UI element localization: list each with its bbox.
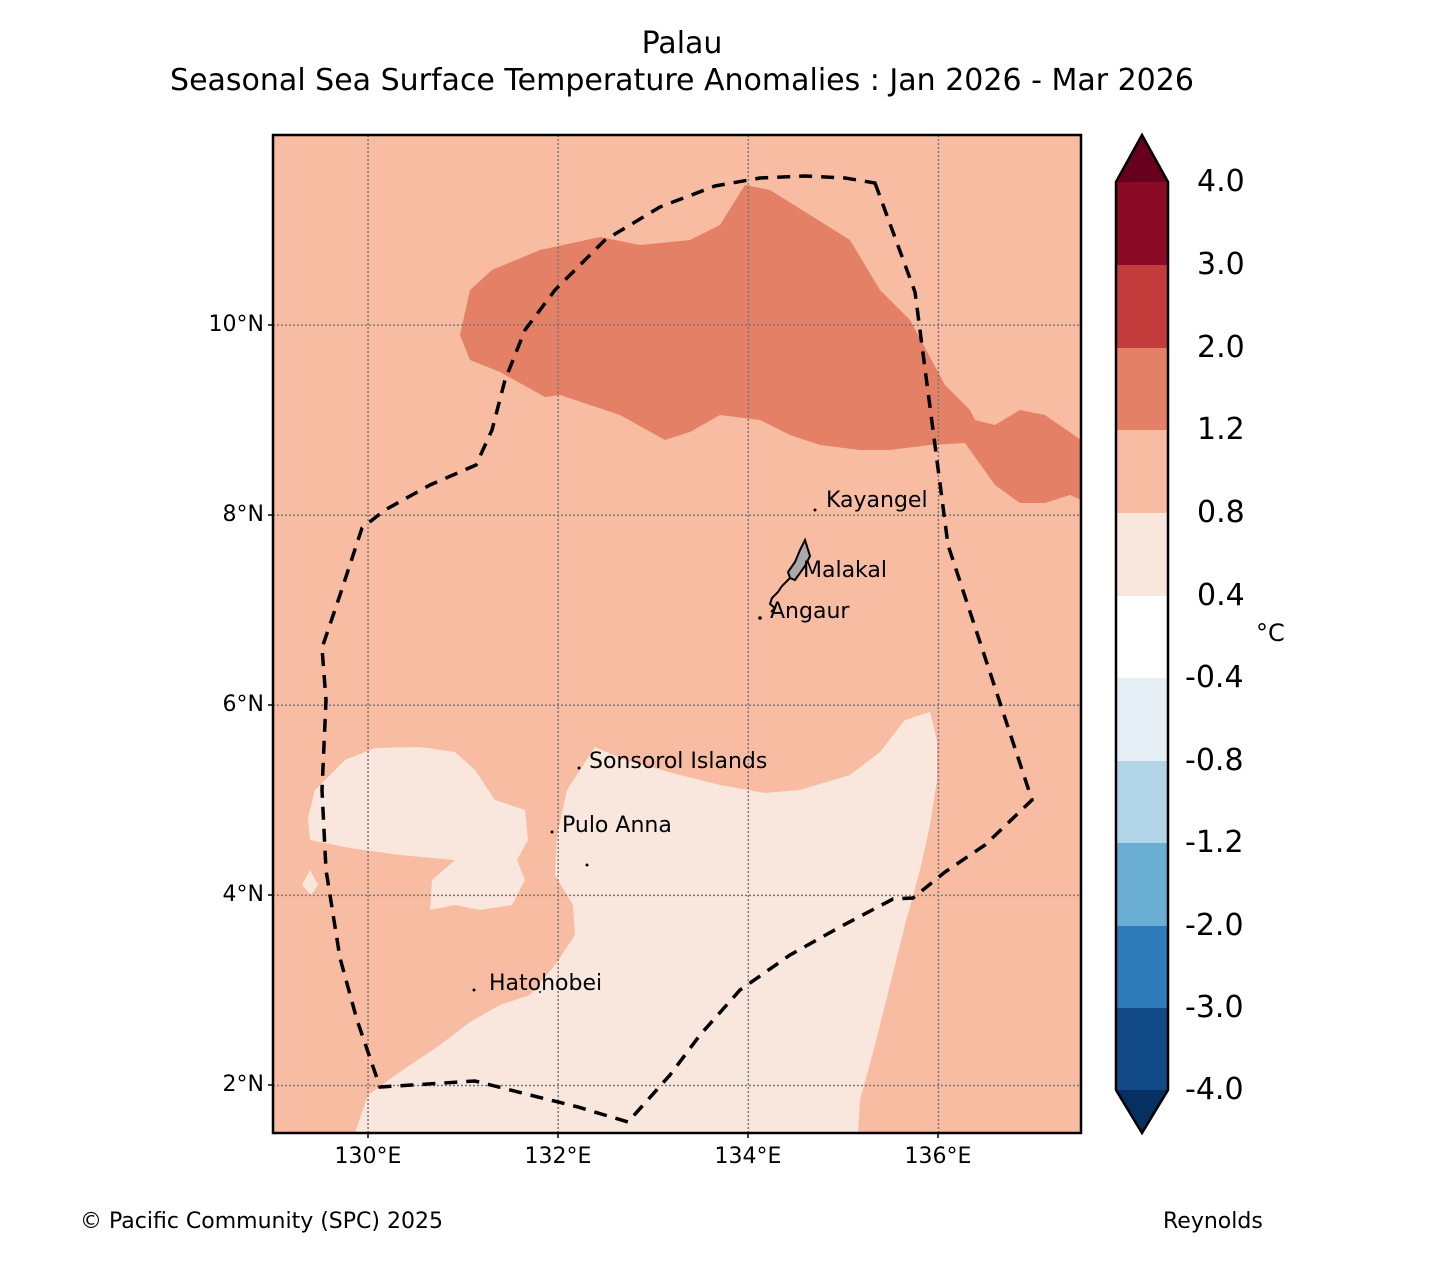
colorbar-segment-2-3 — [1116, 265, 1168, 348]
eez-boundary — [320, 174, 1035, 1124]
anomaly-zone-0-4-0-8 — [302, 870, 318, 895]
colorbar-outline — [1114, 132, 1170, 1136]
colorbar-segment-neutral — [1116, 596, 1168, 678]
colorbar-segment-neg-1-2-2 — [1116, 843, 1168, 926]
colorbar-tick-label: -1.2 — [1185, 825, 1244, 860]
island-marker — [758, 616, 762, 620]
colorbar-tick-label: -3.0 — [1185, 990, 1244, 1025]
place-label-sonsorol: Sonsorol Islands — [589, 749, 767, 774]
colorbar-segment-3-4 — [1116, 182, 1168, 265]
axis-ticks — [268, 324, 939, 1138]
place-label-hatohobei: Hatohobei — [489, 971, 602, 996]
colorbar-tick-label: 0.8 — [1197, 495, 1245, 530]
lat-label-2n: 2°N — [222, 1072, 264, 1097]
lon-label-132e: 132°E — [524, 1144, 592, 1169]
lat-label-4n: 4°N — [222, 882, 264, 907]
colorbar-tick-label: 4.0 — [1197, 164, 1245, 199]
colorbar-tick-label: -4.0 — [1185, 1072, 1244, 1107]
island-marker — [585, 863, 589, 867]
lon-label-136e: 136°E — [904, 1144, 972, 1169]
colorbar-tick-label: 2.0 — [1197, 330, 1245, 365]
colorbar-extend-min — [1116, 1090, 1168, 1133]
colorbar-segment-neg-3-4 — [1116, 1008, 1168, 1090]
lat-label-6n: 6°N — [222, 692, 264, 717]
colorbar-tick-label: 1.2 — [1197, 412, 1245, 447]
lat-label-10n: 10°N — [208, 312, 264, 337]
colorbar-unit: °C — [1256, 619, 1285, 647]
island-marker — [539, 991, 541, 993]
island-marker — [472, 988, 476, 992]
island-marker — [813, 508, 817, 512]
colorbar-segment-neg-0-8-1-2 — [1116, 761, 1168, 843]
island-marker — [550, 830, 554, 834]
anomaly-zone-0-4-0-8 — [308, 747, 528, 910]
colorbar-tick-label: 3.0 — [1197, 247, 1245, 282]
map-title: Palau — [641, 26, 723, 61]
place-label-kayangel: Kayangel — [826, 488, 928, 513]
place-label-pulo-anna: Pulo Anna — [562, 813, 672, 838]
data-source: Reynolds — [1163, 1209, 1263, 1234]
lon-label-130e: 130°E — [334, 1144, 402, 1169]
colorbar-tick-label: -0.4 — [1185, 660, 1244, 695]
graticule — [273, 135, 1081, 1133]
map-subtitle: Seasonal Sea Surface Temperature Anomali… — [170, 63, 1194, 98]
colorbar-tick-label: -2.0 — [1185, 908, 1244, 943]
map-frame — [271, 133, 1083, 1135]
colorbar-segment-1-2-2 — [1116, 348, 1168, 430]
island-marker — [577, 766, 581, 770]
palau-main-island — [786, 537, 812, 582]
lat-label-8n: 8°N — [222, 502, 264, 527]
anomaly-zone-1-2-2-0 — [460, 185, 1081, 503]
colorbar-tick-label: 0.4 — [1197, 578, 1245, 613]
copyright-text: © Pacific Community (SPC) 2025 — [80, 1209, 443, 1234]
colorbar-segment-neg-2-3 — [1116, 926, 1168, 1008]
colorbar-tick-label: -0.8 — [1185, 743, 1244, 778]
koror-islands — [768, 577, 791, 613]
colorbar-segment-neg-0-4-0-8 — [1116, 678, 1168, 761]
colorbar-extend-max — [1116, 135, 1168, 182]
colorbar-segment-0-4-0-8 — [1116, 513, 1168, 596]
place-label-angaur: Angaur — [770, 599, 850, 624]
anomaly-zone-0-4-0-8 — [355, 712, 937, 1133]
lon-label-134e: 134°E — [714, 1144, 782, 1169]
place-label-malakal: Malakal — [803, 558, 887, 583]
colorbar-segment-0-8-1-2 — [1116, 430, 1168, 513]
